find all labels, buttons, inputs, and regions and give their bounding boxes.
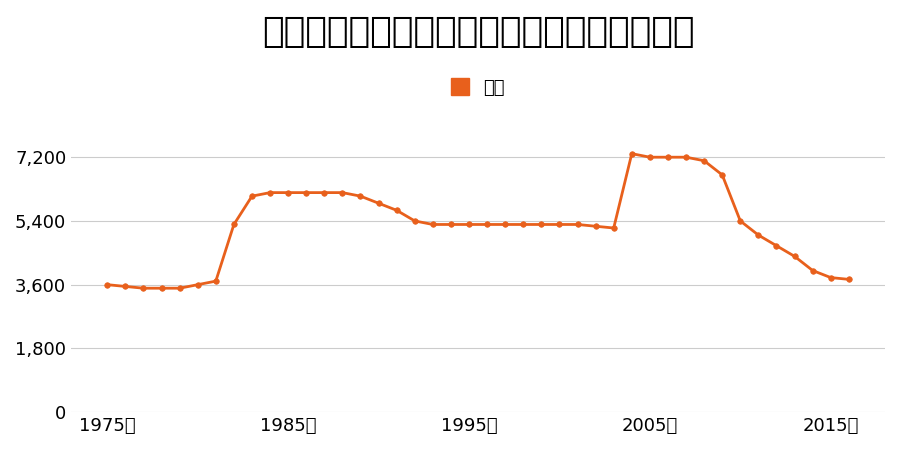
Legend: 価格: 価格 [444,71,512,104]
Title: 北海道夕張市清水沢１丁目３０番の地価推移: 北海道夕張市清水沢１丁目３０番の地価推移 [262,15,694,49]
